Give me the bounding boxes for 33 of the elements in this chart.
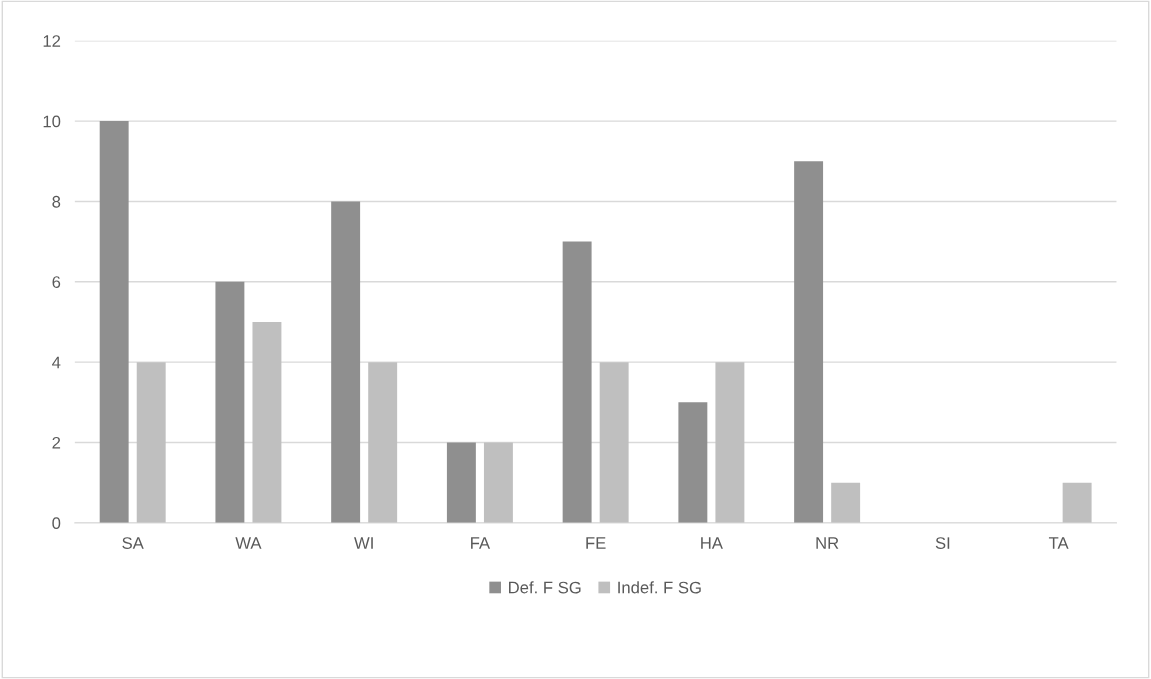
- x-tick-label: FE: [586, 537, 606, 549]
- x-tick-label: TA: [1048, 537, 1069, 549]
- y-tick-label: 10: [43, 115, 61, 128]
- bar: [794, 161, 824, 523]
- y-tick-label: 2: [52, 436, 61, 449]
- bar: [136, 362, 166, 523]
- bar: [831, 482, 861, 523]
- bar: [1062, 482, 1092, 523]
- bar: [446, 442, 476, 523]
- y-tick-label: 0: [52, 517, 61, 530]
- x-tick-label: WA: [235, 537, 262, 549]
- y-tick-label: 12: [43, 35, 61, 47]
- bar: [599, 362, 629, 523]
- bar: [331, 201, 361, 523]
- bar: [215, 281, 245, 523]
- x-tick-label: WI: [354, 537, 373, 549]
- x-tick-label: HA: [701, 537, 723, 549]
- bar: [483, 442, 513, 523]
- bar: [368, 362, 398, 523]
- x-tick-label: NR: [816, 537, 839, 549]
- y-tick-label: 4: [52, 356, 61, 369]
- legend-label: Indef. F SG: [618, 581, 701, 594]
- y-tick-label: 8: [52, 195, 61, 208]
- x-tick-label: FA: [471, 537, 491, 549]
- bar: [678, 402, 708, 523]
- x-tick-label: SI: [935, 537, 950, 549]
- bar: [99, 121, 129, 523]
- bar: [252, 321, 282, 523]
- bar: [715, 362, 745, 523]
- legend-label: Def. F SG: [509, 581, 581, 594]
- x-tick-label: SA: [122, 537, 144, 549]
- bar: [562, 241, 592, 523]
- y-tick-label: 6: [52, 276, 61, 288]
